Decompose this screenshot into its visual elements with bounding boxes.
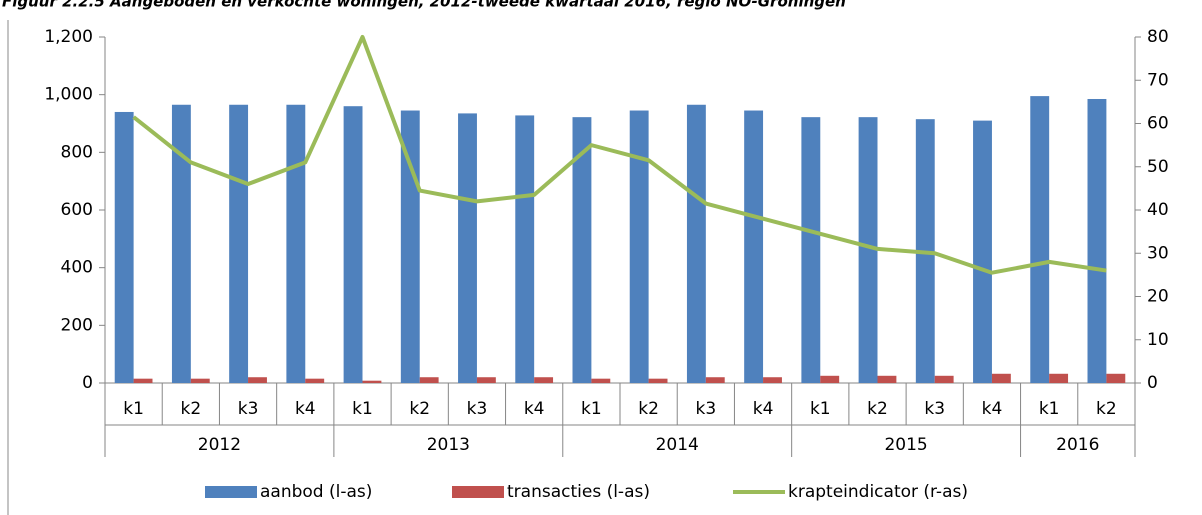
y-tick-label: 800 — [61, 142, 93, 162]
x-tick-label: k2 — [180, 399, 201, 419]
x-tick-label: k4 — [982, 399, 1003, 419]
bar — [171, 104, 191, 383]
bar — [534, 377, 554, 383]
bar — [629, 110, 649, 384]
x-tick-label: k4 — [295, 399, 316, 419]
chart-title: Figuur 2.2.5 Aangeboden en verkochte won… — [2, 0, 846, 11]
x-group-label: 2013 — [427, 435, 470, 455]
y2-tick-label: 40 — [1147, 200, 1169, 220]
bar — [133, 378, 153, 383]
x-tick-label: k4 — [524, 399, 545, 419]
y2-tick-label: 60 — [1147, 114, 1169, 134]
x-tick-label: k2 — [867, 399, 888, 419]
x-tick-label: k2 — [1096, 399, 1117, 419]
legend-swatch — [452, 486, 504, 498]
y2-tick-label: 30 — [1147, 243, 1169, 263]
x-group-label: 2012 — [198, 435, 241, 455]
y2-tick-label: 10 — [1147, 330, 1169, 350]
bar — [1087, 98, 1107, 383]
x-tick-label: k3 — [695, 399, 716, 419]
bar — [229, 104, 249, 383]
bar — [991, 373, 1011, 383]
bar — [476, 377, 496, 383]
bar — [763, 377, 782, 383]
bar — [648, 378, 668, 383]
x-group-label: 2016 — [1056, 435, 1099, 455]
y-tick-label: 0 — [82, 373, 93, 393]
bar — [705, 377, 725, 383]
bar — [1106, 373, 1126, 383]
bar — [114, 111, 134, 383]
bar — [515, 115, 535, 383]
bar — [305, 378, 325, 383]
legend-label: krapteindicator (r-as) — [788, 482, 968, 502]
bar — [744, 110, 764, 384]
x-tick-label: k1 — [810, 399, 831, 419]
y2-tick-label: 20 — [1147, 287, 1169, 307]
bar — [686, 104, 706, 383]
x-tick-label: k2 — [638, 399, 659, 419]
legend-swatch — [205, 486, 257, 498]
x-tick-label: k1 — [581, 399, 602, 419]
bar — [858, 117, 878, 383]
y-tick-label: 1,000 — [44, 85, 93, 105]
y2-tick-label: 80 — [1147, 27, 1169, 47]
bar — [591, 378, 611, 383]
line — [132, 35, 1107, 275]
x-tick-label: k1 — [1039, 399, 1060, 419]
x-tick-label: k1 — [352, 399, 373, 419]
x-tick-label: k3 — [924, 399, 945, 419]
legend-label: transacties (l-as) — [507, 482, 650, 502]
legend-label: aanbod (l-as) — [260, 482, 372, 502]
x-group-label: 2015 — [884, 435, 927, 455]
x-tick-label: k3 — [467, 399, 488, 419]
bar — [934, 375, 954, 383]
bar — [419, 377, 439, 383]
x-tick-label: k1 — [123, 399, 144, 419]
bar — [343, 106, 363, 383]
bar — [572, 117, 592, 383]
bar — [190, 378, 210, 383]
y2-tick-label: 70 — [1147, 70, 1169, 90]
x-group-label: 2014 — [656, 435, 699, 455]
y-tick-label: 600 — [61, 200, 93, 220]
bar — [1030, 96, 1050, 383]
x-tick-label: k3 — [238, 399, 259, 419]
bar — [458, 113, 477, 384]
bar — [820, 375, 840, 383]
bar — [801, 117, 821, 383]
bar — [362, 380, 382, 383]
bar — [286, 104, 306, 383]
y2-tick-label: 50 — [1147, 157, 1169, 177]
bar — [877, 375, 897, 383]
y-tick-label: 200 — [61, 315, 93, 335]
x-tick-label: k4 — [753, 399, 774, 419]
x-tick-label: k2 — [409, 399, 430, 419]
bar — [973, 120, 992, 383]
y-tick-label: 1,200 — [44, 27, 93, 47]
bar — [248, 377, 267, 383]
bar — [1049, 373, 1069, 383]
y-tick-label: 400 — [61, 258, 93, 278]
y2-tick-label: 0 — [1147, 373, 1158, 393]
